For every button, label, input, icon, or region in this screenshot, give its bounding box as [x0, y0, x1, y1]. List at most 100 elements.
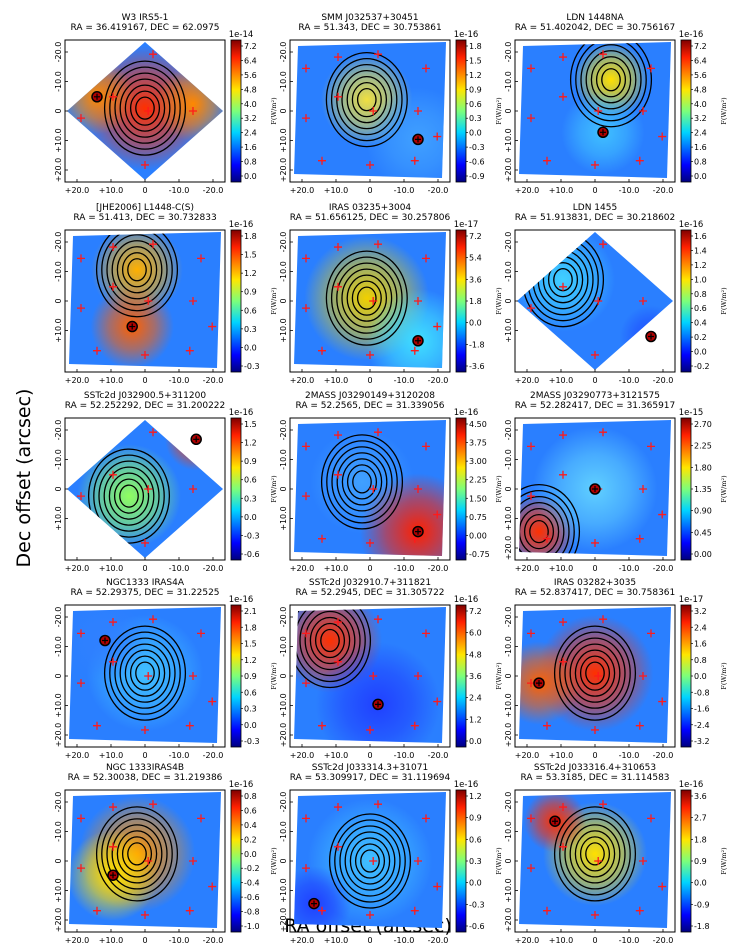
colorbar-tick-label: -0.6 [244, 893, 260, 902]
contour-line [135, 96, 155, 120]
colorbar [230, 39, 242, 183]
plus-marker [302, 114, 310, 123]
colorbar-tick-label: 0.6 [244, 306, 257, 315]
colorbar-tick-label: 0.4 [694, 319, 707, 328]
colorbar-tick-label: 0.0 [244, 721, 257, 730]
x-tick-label: +10.0 [324, 564, 349, 573]
colorbar-exponent: 1e-16 [229, 595, 254, 605]
x-tick-label: -10.0 [394, 751, 415, 760]
colorbar-tick-label: 0.9 [244, 672, 257, 681]
flux-map [69, 232, 221, 368]
plus-marker [635, 534, 644, 543]
contour-line [111, 824, 163, 884]
contour-line [121, 836, 153, 872]
colorbar-label: F(W/m²) [720, 847, 728, 875]
contour-line [109, 66, 181, 150]
plus-marker [334, 53, 342, 62]
plus-marker [422, 814, 430, 823]
colorbar-tick-label: 2.25 [469, 476, 487, 485]
y-tick-label: -20.0 [279, 792, 288, 813]
colorbar-tick-label: 1.8 [694, 835, 707, 844]
colorbar-tick-label: 0.8 [694, 656, 707, 665]
y-tick-label: -10.0 [279, 821, 288, 842]
x-tick-label: 0 [592, 564, 597, 573]
colorbar-tick-label: 0.00 [469, 531, 487, 540]
y-tick-label: +10.0 [279, 128, 288, 153]
plus-marker [334, 470, 342, 479]
x-tick-label: -20.0 [653, 564, 674, 573]
contour-line [356, 286, 377, 310]
flux-map [519, 420, 671, 556]
colorbar-tick-label: 7.2 [244, 42, 257, 51]
plus-marker [366, 350, 374, 359]
contour-line [523, 513, 555, 550]
plus-marker [185, 906, 194, 915]
y-tick-label: -20.0 [54, 232, 63, 253]
colorbar-tick-label: -0.9 [694, 900, 710, 909]
contour-line [331, 446, 393, 518]
contour-line [309, 616, 351, 665]
contour-line [124, 84, 166, 132]
colorbar-tick-label: 0.0 [694, 672, 707, 681]
plus-marker [658, 882, 667, 891]
y-tick-label: -10.0 [54, 636, 63, 657]
colorbar-exponent: 1e-15 [679, 408, 704, 418]
colorbar-tick-label: 0.0 [694, 348, 707, 357]
plus-marker [635, 156, 644, 165]
contour-line [326, 440, 398, 524]
panel-title: IRAS 03282+3035 [554, 578, 636, 588]
contour-line [103, 60, 187, 156]
plus-marker [109, 243, 117, 252]
colorbar-tick-label: -3.6 [469, 362, 485, 371]
y-tick-label: -10.0 [504, 261, 513, 282]
source-cross [311, 900, 317, 907]
panel-title: NGC 1333IRAS4B [106, 763, 184, 773]
plus-marker [527, 492, 535, 501]
y-tick-label: +20.0 [279, 723, 288, 748]
contour-line [580, 44, 642, 116]
y-tick-label: +10.0 [504, 128, 513, 153]
y-tick-label: 0 [279, 108, 288, 113]
plus-marker [543, 721, 551, 730]
colorbar-tick-label: 0.8 [244, 792, 257, 801]
contour-line [559, 631, 631, 715]
colorbar-tick-label: 2.4 [244, 129, 257, 138]
colorbar [230, 789, 242, 933]
plus-marker [559, 431, 567, 440]
plus-marker [366, 160, 374, 169]
plus-marker [374, 800, 382, 809]
plus-marker [366, 538, 374, 547]
colorbar-tick-label: 3.6 [469, 275, 482, 284]
plus-marker [647, 64, 655, 73]
contour-line [346, 464, 378, 500]
y-tick-label: +10.0 [504, 693, 513, 718]
colorbar-tick-label: 2.4 [694, 623, 707, 632]
y-tick-label: -10.0 [504, 71, 513, 92]
x-tick-label: -10.0 [394, 936, 415, 945]
plus-marker [144, 857, 153, 865]
plus-marker [374, 428, 382, 437]
source-cross [102, 637, 108, 644]
x-tick-label: +20.0 [290, 376, 315, 385]
plus-marker [189, 297, 197, 305]
panel-coordinates: RA = 51.413, DEC = 30.732833 [73, 213, 216, 223]
x-tick-label: +10.0 [99, 751, 124, 760]
y-tick-label: +10.0 [279, 506, 288, 531]
flux-map [519, 42, 671, 178]
chart-panel: [JHE2006] L1448-C(S)RA = 51.413, DEC = 3… [54, 203, 278, 385]
x-tick-label: -10.0 [619, 936, 640, 945]
source-cross [600, 129, 606, 136]
colorbar-tick-label: 7.2 [694, 42, 707, 51]
x-tick-label: 0 [142, 186, 147, 195]
colorbar-tick-label: 0.9 [469, 85, 482, 94]
colorbar [680, 604, 692, 748]
panel-title: SSTc2d J032900.5+311200 [84, 391, 206, 401]
colorbar-tick-label: 0.90 [694, 507, 712, 516]
panel-coordinates: RA = 52.837417, DEC = 30.758361 [515, 588, 676, 598]
colorbar-tick-label: 2.25 [694, 442, 712, 451]
plus-marker [635, 346, 644, 355]
colorbar-tick-label: 1.5 [244, 640, 257, 649]
flux-map [294, 607, 446, 743]
y-tick-label: -20.0 [54, 420, 63, 441]
